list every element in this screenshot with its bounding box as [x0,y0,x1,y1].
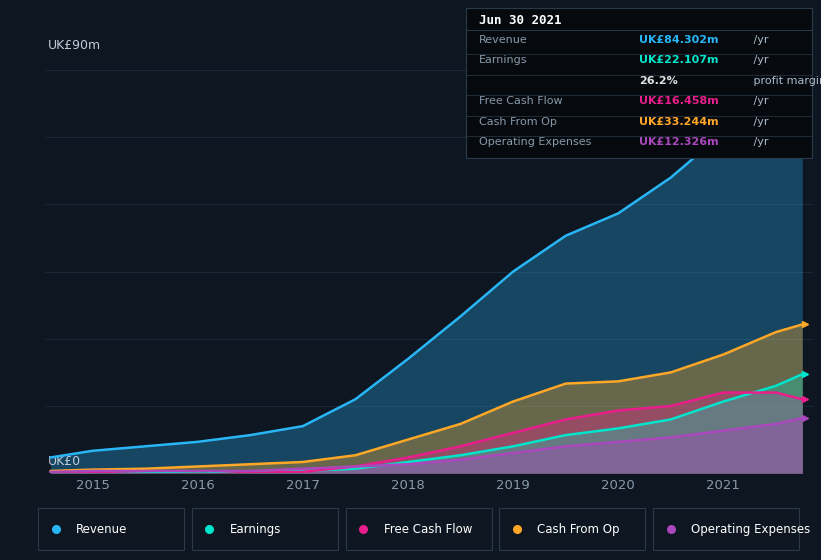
FancyBboxPatch shape [39,508,184,550]
Text: UK£12.326m: UK£12.326m [639,137,718,147]
Text: Free Cash Flow: Free Cash Flow [479,96,563,106]
Text: UK£0: UK£0 [48,455,80,468]
FancyBboxPatch shape [346,508,492,550]
Text: Cash From Op: Cash From Op [537,523,620,536]
Text: /yr: /yr [750,117,768,127]
Text: Revenue: Revenue [76,523,127,536]
Text: Jun 30 2021: Jun 30 2021 [479,14,562,27]
Text: Operating Expenses: Operating Expenses [479,137,592,147]
Text: Earnings: Earnings [230,523,282,536]
Text: profit margin: profit margin [750,76,821,86]
FancyBboxPatch shape [499,508,645,550]
Text: Operating Expenses: Operating Expenses [691,523,810,536]
Text: UK£90m: UK£90m [48,39,101,52]
Text: UK£33.244m: UK£33.244m [639,117,718,127]
Text: UK£16.458m: UK£16.458m [639,96,718,106]
Text: /yr: /yr [750,96,768,106]
Text: Revenue: Revenue [479,35,528,45]
Text: Free Cash Flow: Free Cash Flow [383,523,472,536]
Text: /yr: /yr [750,35,768,45]
Text: UK£22.107m: UK£22.107m [639,55,718,66]
FancyBboxPatch shape [192,508,338,550]
Text: /yr: /yr [750,55,768,66]
Text: Cash From Op: Cash From Op [479,117,557,127]
Text: Earnings: Earnings [479,55,528,66]
FancyBboxPatch shape [654,508,799,550]
Text: UK£84.302m: UK£84.302m [639,35,718,45]
Text: 26.2%: 26.2% [639,76,677,86]
Text: /yr: /yr [750,137,768,147]
